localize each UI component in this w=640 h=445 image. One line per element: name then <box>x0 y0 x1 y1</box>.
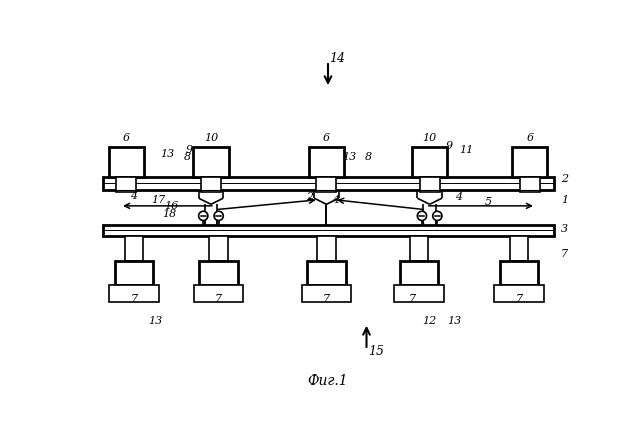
Bar <box>103 225 554 236</box>
Circle shape <box>214 211 223 220</box>
Text: 12: 12 <box>422 316 436 326</box>
Text: 7: 7 <box>131 294 138 304</box>
Bar <box>494 285 543 302</box>
Text: 7: 7 <box>215 294 222 304</box>
Bar <box>399 260 438 285</box>
Text: 11: 11 <box>460 145 474 155</box>
Text: 14: 14 <box>329 53 345 65</box>
Text: 4: 4 <box>455 192 463 202</box>
Text: 7: 7 <box>561 249 568 259</box>
Bar <box>125 236 143 260</box>
Bar <box>193 147 228 177</box>
Text: 2: 2 <box>306 192 313 202</box>
Text: 6: 6 <box>123 133 130 143</box>
Bar <box>394 285 444 302</box>
Text: 5: 5 <box>484 197 492 207</box>
Bar <box>201 177 221 192</box>
Bar <box>209 236 228 260</box>
Text: Фиг.1: Фиг.1 <box>308 374 348 388</box>
Bar <box>307 260 346 285</box>
Bar <box>412 147 447 177</box>
Text: 4: 4 <box>131 191 138 201</box>
Text: 3: 3 <box>561 224 568 234</box>
Text: 18: 18 <box>163 209 177 218</box>
Bar <box>103 177 554 190</box>
Text: 9: 9 <box>186 145 193 155</box>
Bar <box>109 147 144 177</box>
Text: 13: 13 <box>148 316 163 326</box>
Bar <box>194 285 243 302</box>
Bar <box>308 147 344 177</box>
Text: 13: 13 <box>342 152 356 162</box>
Text: 6: 6 <box>526 133 533 143</box>
Text: 7: 7 <box>409 294 416 304</box>
Bar <box>512 147 547 177</box>
Text: 13: 13 <box>447 316 461 326</box>
Bar <box>200 260 238 285</box>
Bar <box>509 236 528 260</box>
Text: 8: 8 <box>364 152 372 162</box>
Circle shape <box>417 211 427 220</box>
Text: 4: 4 <box>332 195 339 205</box>
Text: 15: 15 <box>368 345 384 358</box>
Bar <box>302 285 351 302</box>
Bar <box>500 260 538 285</box>
Text: 13: 13 <box>161 149 175 159</box>
Bar <box>420 177 440 192</box>
Text: 2: 2 <box>561 174 568 184</box>
Bar <box>109 285 159 302</box>
Text: 17: 17 <box>152 195 166 205</box>
Text: 9: 9 <box>446 141 453 151</box>
Text: 1: 1 <box>561 195 568 206</box>
Text: 7: 7 <box>323 294 330 304</box>
Bar <box>116 177 136 192</box>
Bar <box>115 260 153 285</box>
Text: 7: 7 <box>515 294 522 304</box>
Circle shape <box>433 211 442 220</box>
Text: 10: 10 <box>204 133 218 143</box>
Bar <box>520 177 540 192</box>
Text: 10: 10 <box>422 133 436 143</box>
Text: 8: 8 <box>184 152 191 162</box>
Bar <box>316 177 337 192</box>
Circle shape <box>198 211 208 220</box>
Bar <box>317 236 336 260</box>
Bar <box>410 236 428 260</box>
Text: 16: 16 <box>164 201 178 211</box>
Text: 6: 6 <box>323 133 330 143</box>
